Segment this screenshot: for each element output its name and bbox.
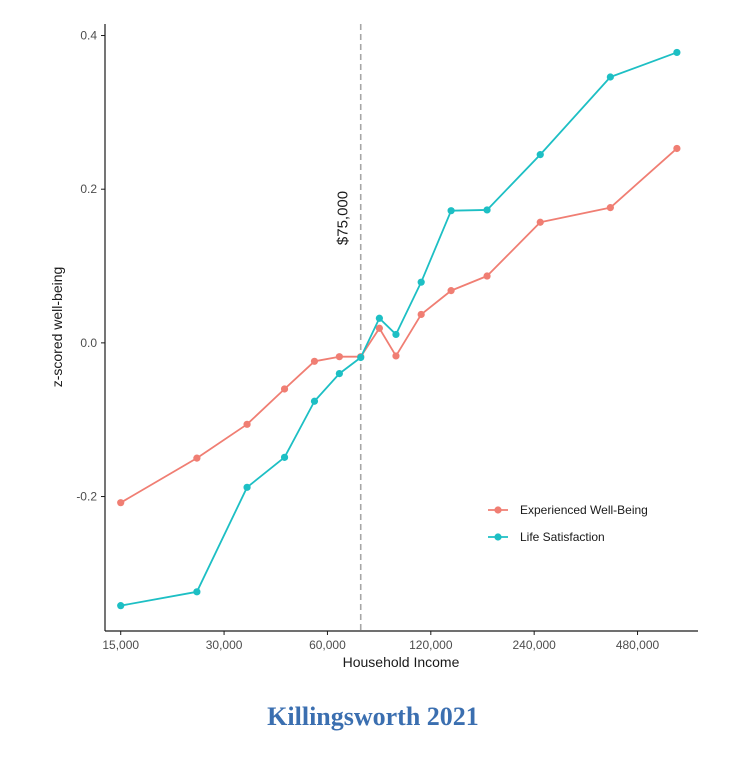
y-tick-label: 0.4 xyxy=(80,29,97,43)
legend-item: Experienced Well-Being xyxy=(488,503,648,517)
x-axis-title: Household Income xyxy=(343,654,460,670)
legend-item: Life Satisfaction xyxy=(488,530,605,544)
data-point xyxy=(335,370,343,378)
x-tick-label: 60,000 xyxy=(309,638,346,652)
data-point xyxy=(117,602,125,610)
data-point xyxy=(243,420,251,428)
x-tick-label: 15,000 xyxy=(102,638,139,652)
x-tick-label: 480,000 xyxy=(616,638,660,652)
data-point xyxy=(335,353,343,361)
legend-key-point xyxy=(494,533,502,541)
series-line xyxy=(120,51,678,607)
data-point xyxy=(193,454,201,462)
data-point xyxy=(392,352,400,360)
data-point xyxy=(117,499,125,507)
line-chart: -0.2 0.0 0.2 0.4 15,000 30,000 60,000 120,000 2… xyxy=(49,24,698,670)
data-point xyxy=(417,310,425,319)
y-tick-label: 0.2 xyxy=(80,182,97,196)
legend-label: Life Satisfaction xyxy=(520,530,605,544)
data-point xyxy=(673,48,681,57)
data-point xyxy=(447,207,455,215)
data-point xyxy=(606,204,614,212)
data-point xyxy=(483,272,491,280)
reference-line-label: $75,000 xyxy=(335,191,352,245)
series-line xyxy=(120,147,678,504)
y-axis-ticks: -0.2 0.0 0.2 0.4 xyxy=(76,29,105,504)
x-tick-label: 30,000 xyxy=(206,638,243,652)
data-point xyxy=(483,206,491,214)
series-1 xyxy=(117,48,681,610)
y-tick-label: -0.2 xyxy=(76,490,97,504)
data-point xyxy=(310,357,319,365)
reference-line-group: $75,000 xyxy=(335,24,362,631)
data-point xyxy=(310,397,319,405)
series-0 xyxy=(117,144,681,507)
data-point xyxy=(536,151,544,159)
x-tick-label: 120,000 xyxy=(409,638,453,652)
data-point xyxy=(417,278,425,286)
data-point xyxy=(375,314,383,322)
data-point xyxy=(447,287,455,295)
legend-label: Experienced Well-Being xyxy=(520,503,648,517)
data-point xyxy=(280,453,289,461)
x-tick-label: 240,000 xyxy=(512,638,556,652)
data-point xyxy=(536,218,544,226)
data-point xyxy=(193,588,201,596)
figure-caption: Killingsworth 2021 xyxy=(267,702,479,731)
data-point xyxy=(606,73,614,81)
data-point xyxy=(243,483,251,491)
data-point xyxy=(280,385,289,393)
series-group xyxy=(117,48,681,610)
legend: Experienced Well-Being Life Satisfaction xyxy=(488,503,648,544)
data-point xyxy=(392,330,400,339)
x-axis-ticks: 15,000 30,000 60,000 120,000 240,000 480,000 xyxy=(102,631,660,652)
y-tick-label: 0.0 xyxy=(80,336,97,350)
data-point xyxy=(357,353,365,362)
legend-key-point xyxy=(494,506,502,514)
data-point xyxy=(375,324,383,332)
y-axis-title: z-scored well-being xyxy=(49,267,65,388)
data-point xyxy=(673,144,681,153)
